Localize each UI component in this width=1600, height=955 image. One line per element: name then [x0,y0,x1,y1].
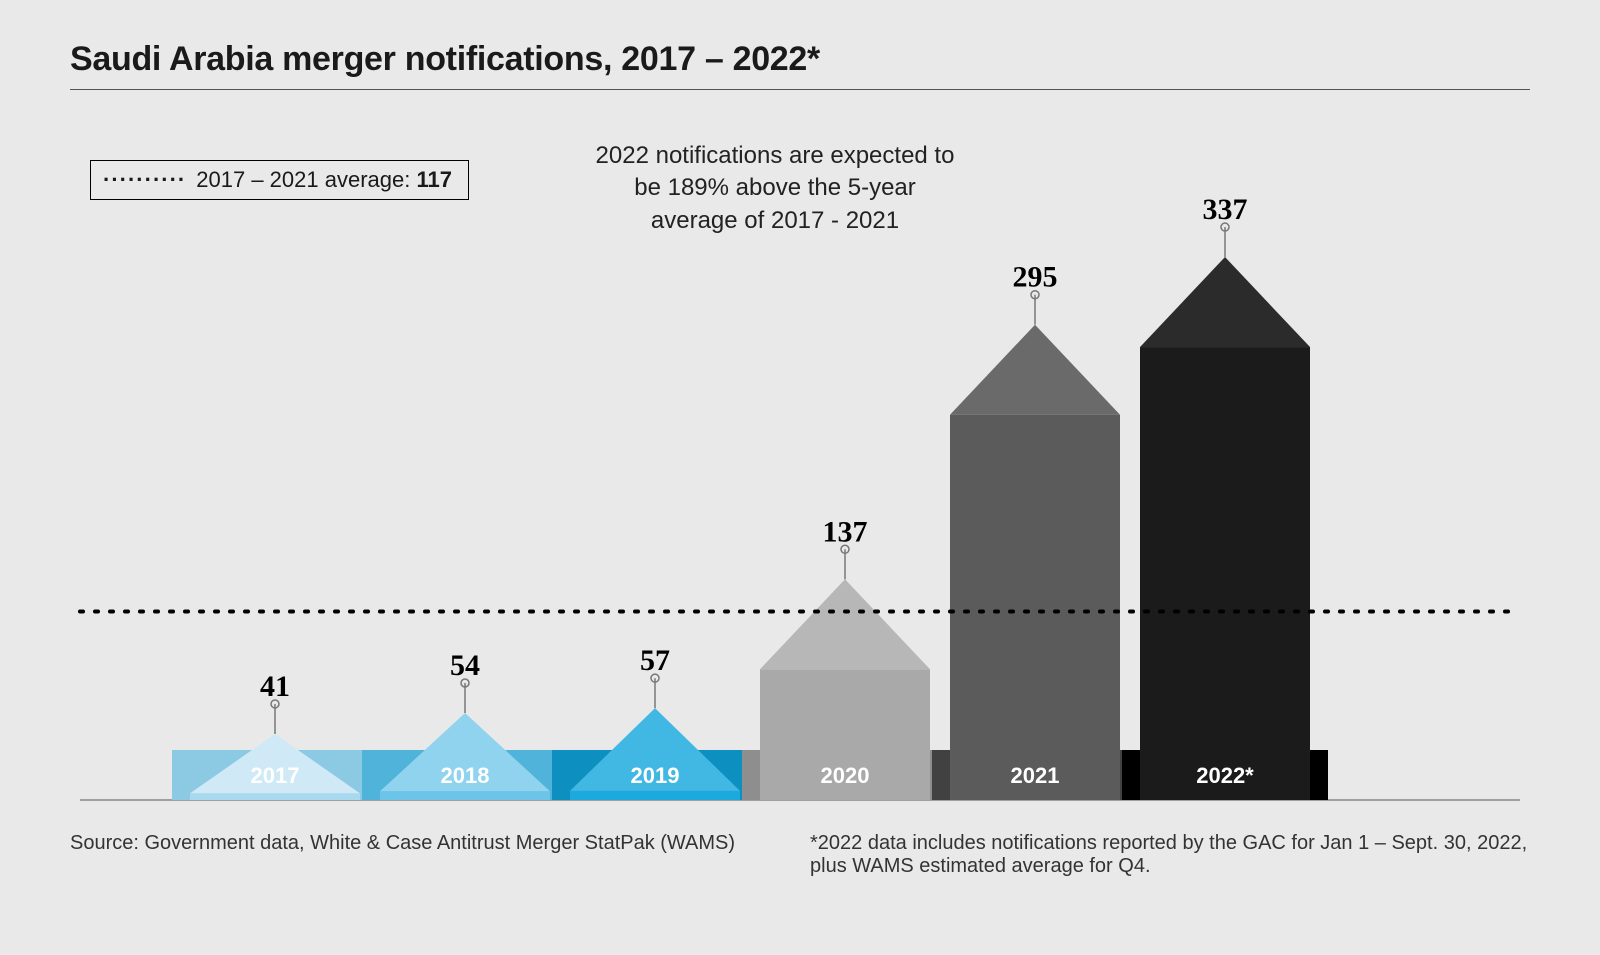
bar-category-label: 2018 [441,763,490,788]
bar-value-label: 41 [260,670,290,703]
bar-value-label: 54 [450,649,480,682]
bar-category-label: 2017 [251,763,300,788]
bar-category-label: 2020 [821,763,870,788]
page-title: Saudi Arabia merger notifications, 2017 … [70,40,1530,90]
source-text: Source: Government data, White & Case An… [70,832,735,878]
footer-row: Source: Government data, White & Case An… [70,832,1530,878]
bar-category-label: 2019 [631,763,680,788]
bar-value-label: 337 [1203,193,1248,226]
bar-category-label: 2021 [1011,763,1060,788]
bar-value-label: 57 [640,644,670,677]
bar-chart: 41 2017 54 2018 57 2019 137 2020 295 2021 337 2022* [70,100,1530,820]
bar-value-label: 137 [823,515,868,548]
bar-value-label: 295 [1013,261,1058,294]
bar-category-label: 2022* [1196,763,1254,788]
chart-area: ·········· 2017 – 2021 average: 117 2022… [70,100,1530,820]
footnote-text: *2022 data includes notifications report… [810,832,1530,878]
